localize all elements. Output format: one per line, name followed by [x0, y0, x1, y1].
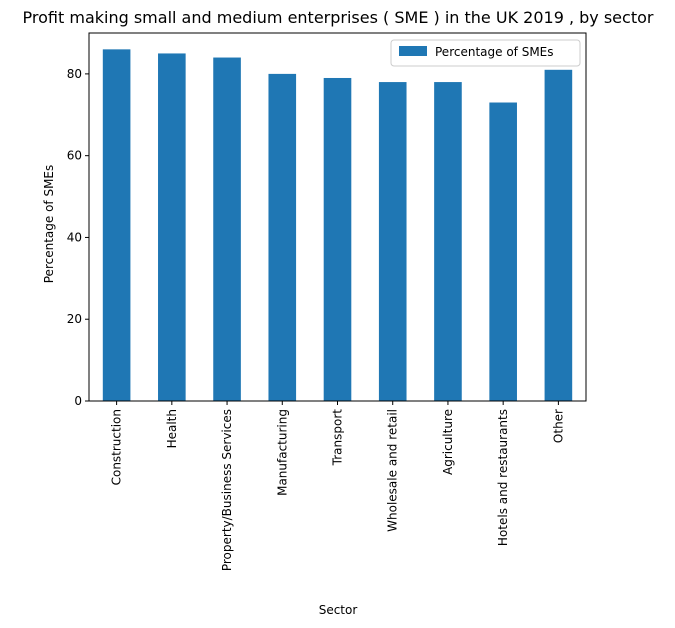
- legend: Percentage of SMEs: [390, 39, 581, 67]
- legend-swatch: [399, 46, 427, 56]
- x-tick-label: Other: [551, 409, 565, 443]
- x-tick-label: Wholesale and retail: [386, 409, 400, 532]
- x-axis-label: Sector: [319, 603, 358, 617]
- bars-group: [102, 49, 573, 402]
- bar-wholesale-and-retail: [378, 82, 407, 402]
- legend-box: [390, 39, 581, 67]
- bar-transport: [323, 77, 352, 401]
- y-tick-label: 60: [67, 149, 82, 163]
- y-axis-label: Percentage of SMEs: [42, 165, 56, 284]
- bar-health: [158, 53, 186, 401]
- bar-other: [544, 69, 573, 402]
- bar-hotels-and-restaurants: [489, 102, 517, 401]
- bar-construction: [102, 49, 131, 401]
- plot-frame: [88, 32, 587, 402]
- y-tick-label: 40: [67, 230, 82, 244]
- x-axis: Construction Health Property/Business Serv…: [110, 401, 565, 571]
- y-tick-label: 80: [67, 67, 82, 81]
- bar-manufacturing: [268, 73, 297, 401]
- y-tick-label: 0: [74, 394, 82, 408]
- x-tick-label: Property/Business Services: [220, 409, 234, 571]
- x-tick-label: Health: [165, 409, 179, 448]
- x-tick-label: Agriculture: [441, 409, 455, 475]
- x-tick-label: Manufacturing: [275, 409, 289, 496]
- bar-agriculture: [434, 82, 462, 402]
- bar-property-business-services: [213, 57, 241, 402]
- y-tick-label: 20: [67, 312, 82, 326]
- x-tick-label: Construction: [110, 409, 124, 485]
- x-tick-label: Transport: [331, 409, 345, 467]
- x-tick-label: Hotels and restaurants: [496, 409, 510, 546]
- y-axis: 0 20 40 60 80: [67, 67, 89, 408]
- legend-entry: Percentage of SMEs: [435, 45, 554, 59]
- chart-title: Profit making small and medium enterpris…: [23, 8, 654, 27]
